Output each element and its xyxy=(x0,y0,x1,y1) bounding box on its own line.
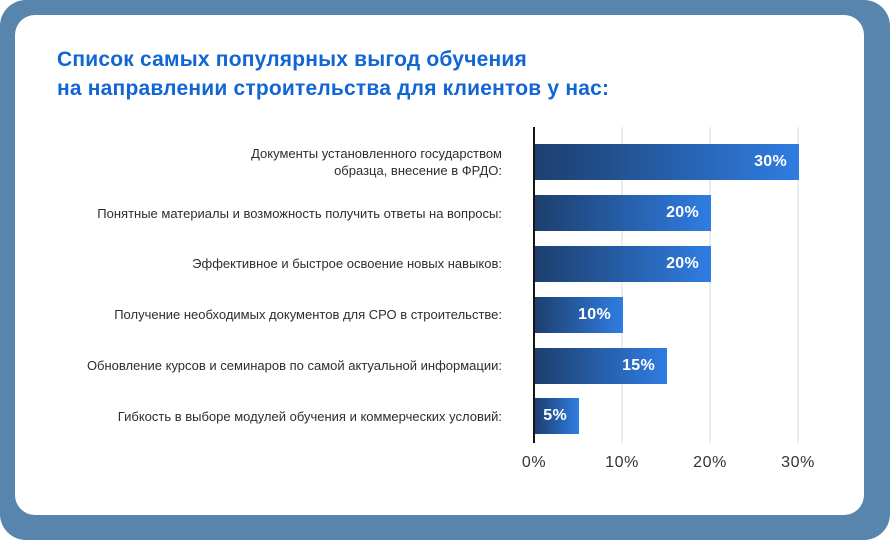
bar: 15% xyxy=(535,347,667,384)
bar: 30% xyxy=(535,144,799,181)
gridline-30 xyxy=(797,127,799,443)
bar-value-label: 30% xyxy=(754,153,787,171)
x-tick-label: 20% xyxy=(693,454,727,471)
chart-row: Обновление курсов и семинаров по самой а… xyxy=(57,340,813,391)
x-tick-label: 30% xyxy=(781,454,815,471)
chart-rows: Документы установленного государством об… xyxy=(57,137,813,442)
chart-row: Получение необходимых документов для СРО… xyxy=(57,289,813,340)
chart-row: Документы установленного государством об… xyxy=(57,137,813,188)
row-label: Понятные материалы и возможность получит… xyxy=(97,205,502,221)
chart-title-line2: на направлении строительства для клиенто… xyxy=(57,77,610,100)
x-tick-label: 0% xyxy=(521,454,547,471)
chart-row: Гибкость в выборе модулей обучения и ком… xyxy=(57,391,813,442)
row-label: Документы установленного государством об… xyxy=(251,146,502,179)
gridline-20 xyxy=(709,127,711,443)
row-label: Обновление курсов и семинаров по самой а… xyxy=(86,358,502,374)
bar-value-label: 20% xyxy=(666,254,699,272)
bar-value-label: 20% xyxy=(666,204,699,222)
bar-chart: Документы установленного государством об… xyxy=(57,127,815,471)
row-label: Гибкость в выборе модулей обучения и ком… xyxy=(117,408,502,424)
bar-value-label: 5% xyxy=(543,407,567,425)
row-label: Эффективное и быстрое освоение новых нав… xyxy=(192,256,502,272)
chart-row: Эффективное и быстрое освоение новых нав… xyxy=(57,239,813,290)
bar: 20% xyxy=(535,245,711,282)
x-axis xyxy=(533,127,815,443)
bar-value-label: 15% xyxy=(622,356,655,374)
chart-card: Список самых популярных выгод обучения н… xyxy=(15,15,864,515)
bar: 20% xyxy=(535,195,711,232)
bar: 5% xyxy=(535,398,579,435)
x-axis-tick-labels: 0% 10% 20% 30% xyxy=(522,454,815,476)
chart-title-line1: Список самых популярных выгод обучения xyxy=(57,48,527,71)
bar-value-label: 10% xyxy=(578,305,611,323)
bar: 10% xyxy=(535,296,623,333)
gridline-10 xyxy=(621,127,623,443)
chart-row: Понятные материалы и возможность получит… xyxy=(57,188,813,239)
chart-title: Список самых популярных выгод обучения н… xyxy=(57,45,609,103)
row-label: Получение необходимых документов для СРО… xyxy=(114,307,502,323)
x-tick-label: 10% xyxy=(605,454,639,471)
